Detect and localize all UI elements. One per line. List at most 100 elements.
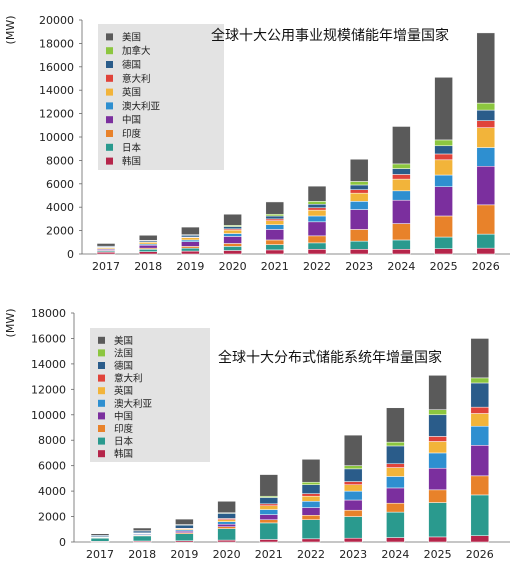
legend-swatch xyxy=(98,362,105,369)
legend-swatch xyxy=(98,349,105,357)
bar-segment xyxy=(259,514,279,520)
bar-segment xyxy=(386,467,405,477)
bar-segment xyxy=(343,434,363,466)
y-axis-unit: (MW) xyxy=(4,309,17,338)
bar-segment xyxy=(392,168,411,175)
bar-segment xyxy=(181,226,200,235)
x-tick-label: 2026 xyxy=(466,548,494,561)
y-tick-label: 10000 xyxy=(39,131,74,144)
bar-segment xyxy=(175,524,194,529)
legend-label: 印度 xyxy=(114,423,134,435)
bar-segment xyxy=(175,533,194,541)
bar-segment xyxy=(349,240,369,250)
y-tick-label: 6000 xyxy=(46,178,74,191)
bar-segment xyxy=(301,484,321,494)
y-axis-unit: (MW) xyxy=(4,16,17,45)
bar-segment xyxy=(470,475,490,496)
legend-label: 澳大利亚 xyxy=(122,100,161,112)
bar-segment xyxy=(307,215,327,223)
legend-label: 印度 xyxy=(122,128,142,140)
legend-background xyxy=(90,328,210,462)
bar-segment xyxy=(392,178,411,192)
x-tick-label: 2023 xyxy=(345,260,373,273)
x-tick-label: 2020 xyxy=(219,260,247,273)
x-tick-label: 2021 xyxy=(255,548,283,561)
x-tick-label: 2024 xyxy=(387,260,415,273)
bar-segment xyxy=(349,249,369,255)
chart-title: 全球十大分布式储能系统年增量国家 xyxy=(218,349,442,366)
bar-segment xyxy=(223,213,242,226)
y-tick-label: 14000 xyxy=(31,358,66,371)
legend-background xyxy=(98,24,224,170)
legend-swatch xyxy=(98,412,105,420)
bar-segment xyxy=(428,436,447,442)
legend-label: 美国 xyxy=(122,31,141,43)
x-tick-label: 2018 xyxy=(134,260,162,273)
bar-segment xyxy=(476,166,496,206)
y-tick-label: 14000 xyxy=(39,84,74,97)
bar-segment xyxy=(434,186,453,217)
legend-swatch xyxy=(98,374,105,382)
bar-segment xyxy=(265,220,285,225)
legend-swatch xyxy=(98,387,105,395)
y-tick-label: 4000 xyxy=(38,485,66,498)
bar-segment xyxy=(301,495,321,502)
bar-segment xyxy=(428,536,447,543)
bar-segment xyxy=(265,239,285,245)
bar-segment xyxy=(307,235,327,244)
y-tick-label: 20000 xyxy=(39,14,74,27)
y-tick-label: 2000 xyxy=(38,511,66,524)
bar-segment xyxy=(223,233,242,237)
bar-segment xyxy=(138,244,158,249)
x-tick-label: 2018 xyxy=(128,548,156,561)
y-tick-label: 18000 xyxy=(39,37,74,50)
bar-segment xyxy=(386,463,405,468)
legend-label: 中国 xyxy=(114,410,133,422)
bar-segment xyxy=(307,209,327,217)
bar-segment xyxy=(259,497,279,505)
x-tick-label: 2023 xyxy=(339,548,367,561)
x-tick-label: 2017 xyxy=(92,260,120,273)
bar-segment xyxy=(223,226,242,230)
x-tick-label: 2026 xyxy=(472,260,500,273)
bar-segment xyxy=(476,102,496,111)
bar-segment xyxy=(428,502,447,538)
bar-segment xyxy=(301,507,321,516)
bar-segment xyxy=(434,236,453,249)
bar-segment xyxy=(223,229,242,234)
bar-segment xyxy=(181,247,200,252)
bar-segment xyxy=(470,494,490,536)
legend-swatch xyxy=(98,336,105,344)
bar-segment xyxy=(217,523,236,527)
bar-segment xyxy=(343,484,363,492)
bar-segment xyxy=(476,204,496,235)
x-tick-label: 2024 xyxy=(381,548,409,561)
bar-segment xyxy=(181,246,200,249)
bar-segment xyxy=(349,158,369,182)
legend-label: 英国 xyxy=(114,385,133,397)
bar-segment xyxy=(349,181,369,186)
bar-segment xyxy=(434,248,453,255)
bar-segment xyxy=(386,445,405,465)
bar-segment xyxy=(386,511,405,538)
y-tick-label: 0 xyxy=(59,536,66,549)
bar-segment xyxy=(386,502,405,513)
bar-segment xyxy=(307,204,327,209)
y-tick-label: 16000 xyxy=(31,332,66,345)
bar-segment xyxy=(175,518,194,525)
y-tick-label: 12000 xyxy=(39,108,74,121)
bar-segment xyxy=(217,519,236,522)
bar-segment xyxy=(434,153,453,161)
bar-segment xyxy=(343,481,363,486)
y-tick-label: 8000 xyxy=(38,434,66,447)
legend-label: 法国 xyxy=(114,347,133,359)
bar-segment xyxy=(392,239,411,250)
legend-label: 韩国 xyxy=(122,156,141,168)
bar-segment xyxy=(428,452,447,469)
y-tick-label: 4000 xyxy=(46,201,74,214)
bar-segment xyxy=(392,174,411,180)
bar-segment xyxy=(476,247,496,255)
